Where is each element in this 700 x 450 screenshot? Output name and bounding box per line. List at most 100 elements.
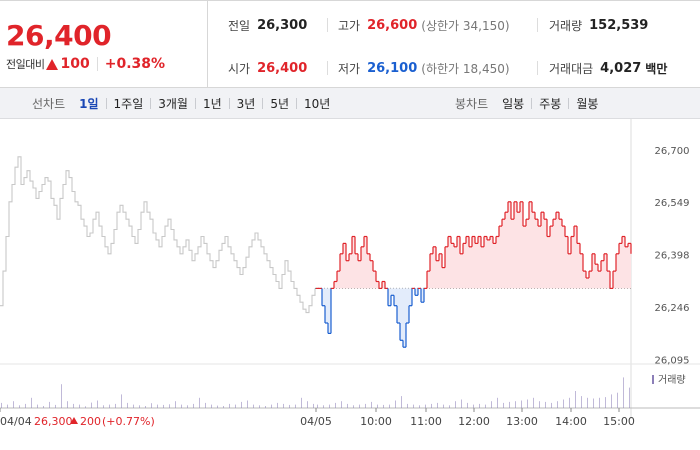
chart-tabbar: 선차트 1일 1주일 3개월 1년 3년 5년 10년 봉차트 일봉 주봉 월봉 [0, 88, 700, 119]
volume-bar [31, 397, 32, 408]
volume-bar [91, 402, 92, 408]
volume-bar [383, 404, 384, 408]
volume-bar [431, 403, 432, 408]
volume-bar [115, 403, 116, 408]
volume-bar [187, 405, 188, 408]
volume-bar [127, 402, 128, 408]
volume-bar [229, 403, 230, 408]
change-value: 100 [60, 56, 90, 72]
tab-line-period-1[interactable]: 1주일 [113, 97, 144, 111]
volume-bar [551, 402, 552, 408]
tab-divider [568, 98, 570, 109]
divider [96, 57, 98, 71]
volume-bar [575, 391, 576, 408]
stat-label: 저가 [338, 61, 361, 76]
volume-bar [97, 400, 98, 408]
stat-label: 거래대금 [549, 61, 594, 76]
y-tick-label: 26,549 [655, 198, 690, 209]
volume-bar [169, 404, 170, 408]
volume-bar [359, 404, 360, 408]
tab-divider [105, 98, 107, 109]
volume-bar [533, 397, 534, 408]
volume-bar [157, 404, 158, 408]
tab-divider [262, 98, 264, 109]
volume-bar [587, 397, 588, 408]
intraday-price-chart: 26,700 26,549 26,398 26,246 26,095 거래량 04/04 04… [0, 119, 700, 428]
tab-line-period-0[interactable]: 1일 [79, 97, 99, 111]
stat-value: 26,600 [367, 17, 418, 33]
volume-bar [557, 401, 558, 408]
volume-bar [25, 403, 26, 408]
volume-bar [599, 397, 600, 408]
tab-line-period-2[interactable]: 3개월 [158, 97, 188, 111]
volume-legend-label: 거래량 [658, 374, 686, 386]
prev-day-change: 200 [80, 415, 101, 428]
tab-candle-period-2[interactable]: 월봉 [576, 97, 599, 111]
volume-bar [13, 401, 14, 408]
volume-bar [109, 404, 110, 408]
volume-bar [629, 387, 630, 408]
volume-bar [55, 404, 56, 408]
volume-bar [341, 401, 342, 408]
volume-bar [121, 394, 122, 408]
y-tick-label: 26,700 [655, 146, 690, 157]
volume-bar [61, 384, 62, 408]
stat-volume: 거래량 152,539 [549, 16, 648, 34]
volume-bar [545, 401, 546, 408]
volume-bar [329, 404, 330, 408]
volume-legend-swatch [652, 375, 654, 384]
tab-divider [150, 98, 152, 109]
volume-bar [145, 406, 146, 408]
volume-bar [491, 401, 492, 408]
volume-bar [253, 404, 254, 408]
volume-bar [347, 403, 348, 408]
volume-bar [307, 401, 308, 408]
volume-bar [43, 406, 44, 408]
stat-value: 152,539 [589, 17, 649, 33]
lower-limit: (하한가 18,450) [421, 61, 510, 76]
line-chart-title: 선차트 [32, 97, 66, 111]
prev-day-rate: (+0.77%) [102, 415, 155, 428]
tab-candle-period-0[interactable]: 일봉 [502, 97, 525, 111]
volume-bar [407, 403, 408, 408]
volume-bar [437, 402, 438, 408]
stat-value: 26,100 [367, 60, 418, 76]
quote-header: 26,400 전일대비 100 +0.38% 전일 26,300 고가 26,6… [0, 0, 700, 88]
volume-bar [335, 402, 336, 408]
volume-bar [67, 401, 68, 408]
tab-line-period-6[interactable]: 10년 [304, 97, 331, 111]
volume-bar [503, 402, 504, 408]
volume-bar [569, 397, 570, 408]
volume-bar [223, 406, 224, 408]
volume-bar [617, 392, 618, 408]
volume-bar [133, 404, 134, 408]
upper-limit: (상한가 34,150) [421, 18, 510, 33]
divider [537, 18, 538, 32]
stat-low: 저가 26,100 (하한가 18,450) [338, 59, 510, 77]
volume-bar [419, 405, 420, 408]
volume-bar [623, 377, 624, 408]
prev-day-price-line [0, 156, 316, 314]
change-rate: +0.38% [104, 56, 166, 72]
volume-bar [323, 405, 324, 408]
x-tick-label: 12:00 [458, 415, 490, 428]
volume-bar [193, 403, 194, 408]
today-up-area [316, 201, 631, 289]
volume-bar [73, 403, 74, 408]
y-tick-label: 26,095 [655, 355, 690, 366]
volume-bar [1, 402, 2, 408]
volume-bar [395, 400, 396, 408]
volume-bar [389, 404, 390, 408]
tab-line-period-4[interactable]: 3년 [236, 97, 256, 111]
volume-bar [211, 404, 212, 408]
volume-bar [313, 403, 314, 408]
tab-line-period-5[interactable]: 5년 [270, 97, 290, 111]
volume-bar [49, 401, 50, 408]
x-tick-label: 10:00 [360, 415, 392, 428]
stat-label: 거래량 [549, 18, 583, 33]
today-down-area [316, 288, 631, 348]
volume-bar [85, 406, 86, 408]
volume-bar [563, 399, 564, 408]
tab-line-period-3[interactable]: 1년 [202, 97, 222, 111]
tab-candle-period-1[interactable]: 주봉 [539, 97, 562, 111]
